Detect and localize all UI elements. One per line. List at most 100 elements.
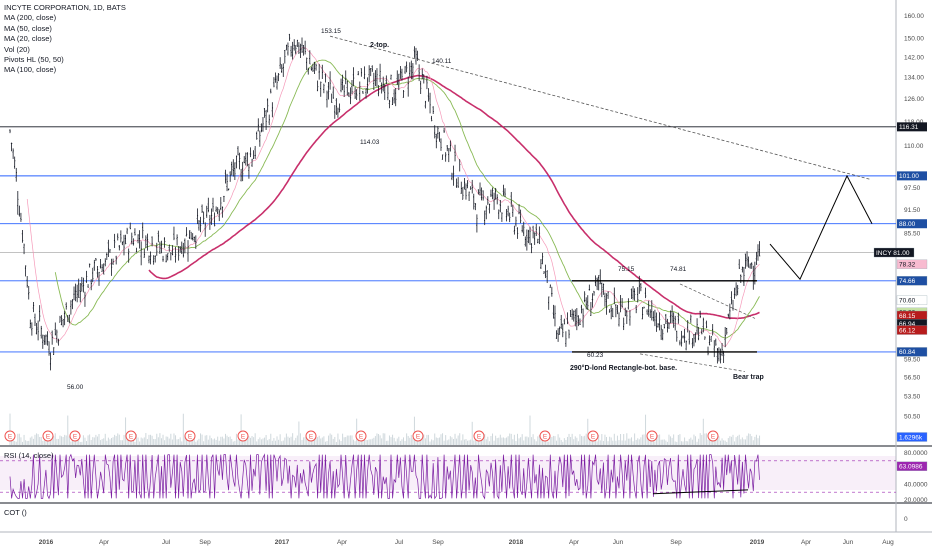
earnings-label: E <box>543 434 548 441</box>
volume-bar <box>741 437 743 445</box>
volume-bar <box>192 438 194 445</box>
drawings[interactable] <box>329 35 873 372</box>
earnings-marker[interactable] <box>707 430 719 442</box>
volume-bar <box>501 437 503 445</box>
volume-bar <box>368 439 370 445</box>
volume-bar <box>634 433 636 445</box>
volume-bar <box>674 441 676 445</box>
price-tick-label: 126.00 <box>904 96 924 103</box>
volume-bar <box>748 433 750 445</box>
volume-bar <box>89 434 91 445</box>
volume-bar <box>151 435 153 445</box>
volume-bar <box>321 437 323 445</box>
volume-bar <box>715 439 717 445</box>
volume-bar <box>673 434 675 445</box>
volume-bar <box>20 437 22 445</box>
earnings-marker[interactable] <box>355 430 367 442</box>
volume-bar <box>637 438 639 445</box>
volume-bar <box>164 440 166 445</box>
earnings-marker[interactable] <box>184 430 196 442</box>
trendline-top <box>329 35 871 180</box>
volume-bar <box>665 440 667 445</box>
legend-ma200[interactable]: MA (200, close) <box>4 13 57 23</box>
volume-bar <box>393 437 395 445</box>
earnings-marker[interactable] <box>539 430 551 442</box>
legend-ma100[interactable]: MA (100, close) <box>4 65 57 75</box>
volume-bar <box>231 438 233 445</box>
earnings-marker[interactable] <box>473 430 485 442</box>
legend-ma50[interactable]: MA (50, close) <box>4 23 52 33</box>
earnings-label: E <box>309 434 314 441</box>
volume-bar <box>367 440 369 445</box>
volume-bar <box>178 439 180 445</box>
level-tag <box>897 219 927 229</box>
volume-bar <box>254 433 256 445</box>
earnings-marker[interactable] <box>237 430 249 442</box>
volume-bar <box>381 438 383 445</box>
volume-bar <box>221 436 223 445</box>
rsi-line <box>9 453 760 500</box>
price-tick-label: 142.00 <box>904 55 924 62</box>
legend-title[interactable]: INCYTE CORPORATION, 1D, BATS <box>4 3 126 12</box>
volume-bar <box>220 436 222 445</box>
earnings-marker[interactable] <box>412 430 424 442</box>
volume-bar <box>351 435 353 445</box>
price-pane[interactable] <box>0 0 896 445</box>
volume-bar <box>724 440 726 445</box>
volume-bar <box>670 436 672 445</box>
volume-bar <box>70 441 72 445</box>
volume-bar <box>599 440 601 445</box>
earnings-marker[interactable] <box>42 430 54 442</box>
volume-bar <box>496 438 498 445</box>
legend-vol[interactable]: Vol (20) <box>4 44 30 54</box>
volume-bar <box>598 434 600 445</box>
legend-ma20[interactable]: MA (20, close) <box>4 34 52 44</box>
volume-bar <box>735 437 737 445</box>
time-axis[interactable]: 2016 Apr Jul Sep 2017 Apr Jul Sep 2018 Apr Jun Sep 2… <box>39 539 894 546</box>
rsi-pane[interactable]: 80.0000 40.0000 20.0000 0 <box>0 450 928 523</box>
price-tick-label: 150.00 <box>904 35 924 42</box>
volume-bar <box>406 433 408 445</box>
volume-bar <box>126 436 128 445</box>
volume-bar <box>584 435 586 445</box>
time-tick-label: 2018 <box>509 539 524 546</box>
volume-bar <box>79 441 81 445</box>
volume-bar <box>214 438 216 445</box>
volume-bar <box>356 418 358 445</box>
volume-bar <box>751 436 753 445</box>
volume-bar <box>595 439 597 445</box>
volume-bar <box>746 435 748 445</box>
volume-bar <box>424 438 426 445</box>
volume-bar <box>387 440 389 445</box>
earnings-marker[interactable] <box>69 430 81 442</box>
volume-bar <box>682 441 684 445</box>
volume-bar <box>48 441 50 445</box>
volume-bar <box>226 435 228 445</box>
volume-bar <box>64 434 66 445</box>
earnings-marker[interactable] <box>305 430 317 442</box>
earnings-marker[interactable] <box>646 430 658 442</box>
price-tag <box>896 325 928 335</box>
cot-label[interactable]: COT () <box>4 508 27 517</box>
earnings-label: E <box>241 434 246 441</box>
rsi-label[interactable]: RSI (14, close) <box>4 451 54 460</box>
volume-bar <box>423 434 425 445</box>
earnings-marker[interactable] <box>587 430 599 442</box>
volume-bar <box>413 416 415 445</box>
volume-bar <box>384 433 386 445</box>
volume-bar <box>215 439 217 445</box>
volume-bar <box>162 434 164 445</box>
volume-bar <box>621 440 623 445</box>
volume-bar <box>142 438 144 445</box>
volume-bar <box>298 421 300 445</box>
volume-bar <box>474 438 476 445</box>
volume-bar <box>596 441 598 445</box>
volume-bar <box>104 433 106 445</box>
earnings-marker[interactable] <box>125 430 137 442</box>
volume-bar <box>432 440 434 445</box>
earnings-marker[interactable] <box>4 430 16 442</box>
legend-pivots[interactable]: Pivots HL (50, 50) <box>4 55 64 65</box>
annotation: 56.00 <box>67 384 84 391</box>
